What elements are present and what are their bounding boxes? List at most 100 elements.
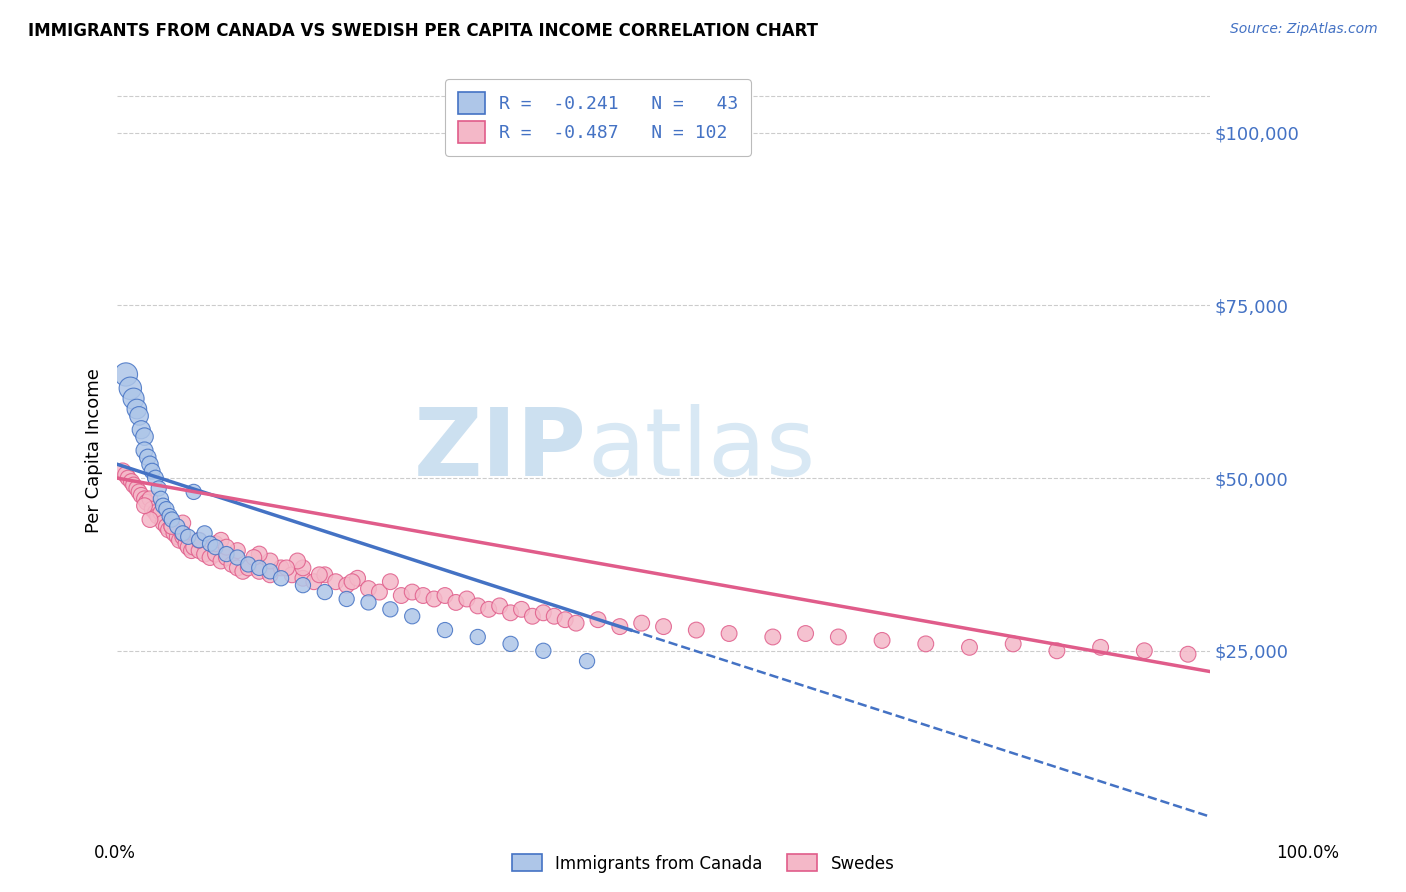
- Point: [194, 526, 217, 541]
- Point: [281, 567, 304, 582]
- Point: [226, 550, 249, 565]
- Point: [336, 591, 359, 606]
- Point: [149, 506, 172, 520]
- Point: [204, 540, 226, 554]
- Point: [134, 443, 156, 458]
- Point: [959, 640, 981, 655]
- Point: [215, 547, 238, 561]
- Point: [198, 550, 221, 565]
- Point: [188, 533, 211, 548]
- Point: [125, 482, 148, 496]
- Point: [291, 571, 314, 585]
- Point: [172, 530, 194, 544]
- Point: [115, 368, 138, 382]
- Point: [149, 491, 172, 506]
- Point: [718, 626, 741, 640]
- Point: [478, 602, 501, 616]
- Point: [183, 540, 205, 554]
- Point: [1090, 640, 1112, 655]
- Point: [204, 537, 226, 551]
- Point: [270, 571, 292, 585]
- Point: [188, 543, 211, 558]
- Point: [117, 471, 139, 485]
- Point: [488, 599, 510, 613]
- Point: [160, 519, 183, 533]
- Point: [155, 502, 177, 516]
- Point: [163, 526, 186, 541]
- Point: [336, 578, 359, 592]
- Point: [870, 633, 893, 648]
- Point: [630, 616, 652, 631]
- Point: [357, 595, 380, 609]
- Point: [433, 589, 456, 603]
- Point: [456, 591, 478, 606]
- Point: [368, 585, 391, 599]
- Point: [128, 409, 150, 423]
- Point: [389, 589, 412, 603]
- Point: [157, 523, 180, 537]
- Point: [174, 537, 197, 551]
- Point: [155, 519, 177, 533]
- Point: [609, 619, 631, 633]
- Point: [128, 484, 150, 499]
- Point: [510, 602, 533, 616]
- Point: [554, 613, 576, 627]
- Point: [183, 484, 205, 499]
- Point: [499, 637, 522, 651]
- Text: 100.0%: 100.0%: [1277, 844, 1339, 862]
- Point: [685, 623, 707, 637]
- Point: [302, 574, 325, 589]
- Text: atlas: atlas: [588, 404, 815, 497]
- Point: [1177, 647, 1199, 661]
- Point: [172, 526, 194, 541]
- Point: [194, 547, 217, 561]
- Point: [134, 430, 156, 444]
- Point: [522, 609, 544, 624]
- Point: [287, 554, 309, 568]
- Point: [412, 589, 434, 603]
- Point: [221, 558, 243, 572]
- Point: [531, 644, 554, 658]
- Point: [204, 547, 226, 561]
- Point: [652, 619, 675, 633]
- Point: [129, 423, 152, 437]
- Point: [259, 565, 281, 579]
- Point: [270, 561, 292, 575]
- Point: [111, 464, 134, 478]
- Point: [122, 392, 145, 406]
- Point: [467, 599, 489, 613]
- Point: [141, 464, 163, 478]
- Text: IMMIGRANTS FROM CANADA VS SWEDISH PER CAPITA INCOME CORRELATION CHART: IMMIGRANTS FROM CANADA VS SWEDISH PER CA…: [28, 22, 818, 40]
- Point: [259, 554, 281, 568]
- Point: [444, 595, 467, 609]
- Point: [314, 567, 336, 582]
- Point: [543, 609, 565, 624]
- Point: [172, 526, 194, 541]
- Point: [401, 585, 423, 599]
- Point: [291, 561, 314, 575]
- Legend: Immigrants from Canada, Swedes: Immigrants from Canada, Swedes: [505, 847, 901, 880]
- Point: [794, 626, 817, 640]
- Point: [226, 561, 249, 575]
- Point: [141, 502, 163, 516]
- Point: [259, 567, 281, 582]
- Point: [357, 582, 380, 596]
- Point: [177, 540, 200, 554]
- Point: [401, 609, 423, 624]
- Point: [166, 519, 188, 533]
- Point: [380, 602, 402, 616]
- Point: [576, 654, 599, 668]
- Point: [247, 547, 270, 561]
- Point: [145, 506, 167, 520]
- Point: [134, 491, 156, 506]
- Point: [148, 482, 170, 496]
- Point: [125, 402, 148, 417]
- Point: [169, 533, 191, 548]
- Point: [226, 543, 249, 558]
- Point: [238, 561, 260, 575]
- Point: [531, 606, 554, 620]
- Point: [1133, 644, 1156, 658]
- Point: [152, 499, 174, 513]
- Point: [159, 509, 181, 524]
- Point: [145, 471, 167, 485]
